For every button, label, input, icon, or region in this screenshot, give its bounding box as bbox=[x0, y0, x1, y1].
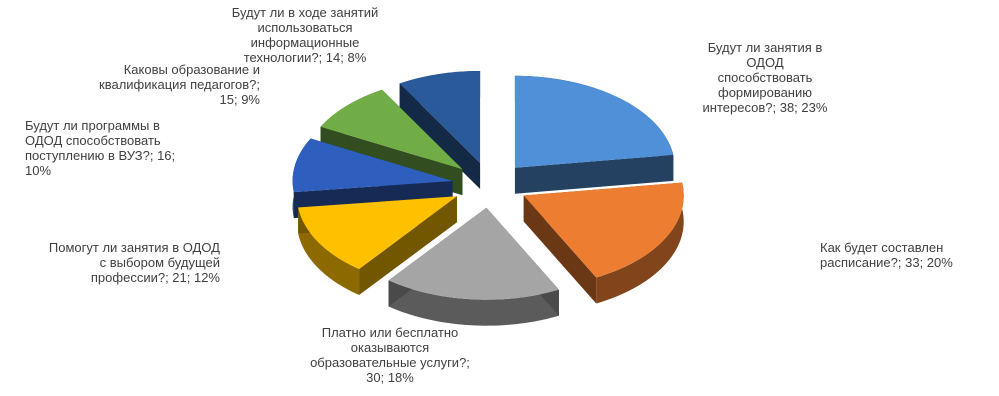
pie-slice-top-schedule bbox=[523, 182, 684, 278]
data-label-profession: Помогут ли занятия в ОДОД с выбором буду… bbox=[48, 240, 220, 285]
pie-slice-side-schedule bbox=[596, 182, 684, 304]
pie-slice-top-paid bbox=[388, 207, 559, 300]
data-label-schedule: Как будет составлен расписание?; 33; 20% bbox=[820, 240, 953, 270]
pie-slice-wall-schedule-1 bbox=[523, 195, 597, 304]
pie-slice-paid bbox=[388, 207, 559, 326]
data-label-paid: Платно или бесплатно оказываются образов… bbox=[310, 325, 470, 385]
pie-slice-side-paid bbox=[388, 280, 559, 326]
pie-slice-it bbox=[399, 70, 481, 189]
pie-slice-schedule bbox=[523, 182, 684, 304]
pie-slice-wall-it-0 bbox=[399, 83, 481, 189]
pie-slice-top-university bbox=[292, 138, 453, 193]
data-label-teachers: Каковы образование и квалификация педаго… bbox=[99, 62, 260, 107]
data-label-university: Будут ли программы в ОДОД способствовать… bbox=[25, 118, 176, 178]
pie-slice-profession bbox=[298, 196, 457, 296]
pie-slice-side-profession bbox=[298, 207, 360, 296]
pie-slice-wall-interests-1 bbox=[514, 154, 674, 194]
pie-slice-interests bbox=[514, 75, 674, 194]
pie-slice-top-profession bbox=[298, 196, 457, 270]
pie-slice-teachers bbox=[320, 89, 463, 196]
data-label-it: Будут ли в ходе занятий использоваться и… bbox=[231, 5, 379, 65]
pie-slice-top-it bbox=[399, 70, 481, 163]
pie-slice-top-interests bbox=[514, 75, 674, 168]
pie-slice-top-teachers bbox=[320, 89, 463, 170]
data-label-interests: Будут ли занятия в ОДОД способствовать ф… bbox=[702, 40, 828, 115]
